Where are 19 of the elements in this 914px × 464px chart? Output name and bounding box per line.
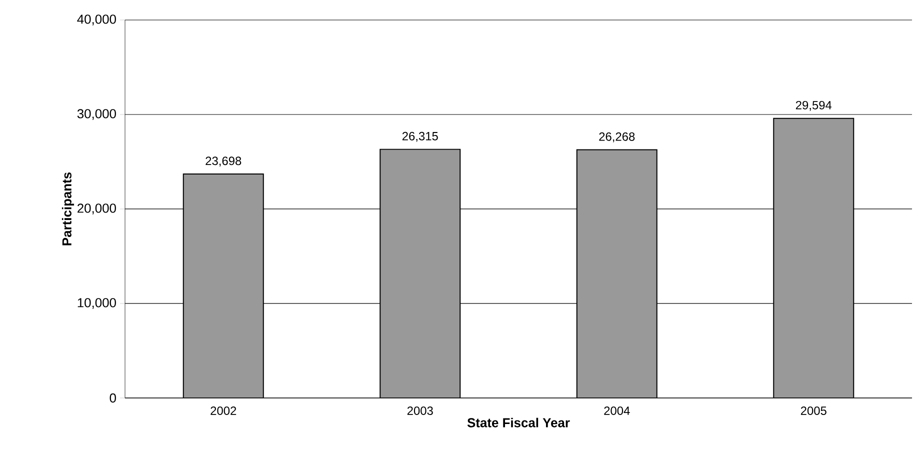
y-tick-label: 30,000 <box>77 109 116 120</box>
y-axis-title: Participants <box>62 172 74 246</box>
bar <box>773 118 854 398</box>
data-label: 26,315 <box>402 132 438 142</box>
x-tick-label: 2005 <box>800 406 826 415</box>
y-tick-label: 0 <box>110 393 116 403</box>
bar <box>576 149 658 398</box>
y-tick-label: 40,000 <box>77 14 116 26</box>
bar <box>182 174 264 398</box>
bar <box>380 148 461 398</box>
x-tick-label: 2002 <box>210 406 236 415</box>
x-tick-label: 2003 <box>407 406 433 415</box>
y-tick-label: 10,000 <box>78 298 116 309</box>
data-label: 29,594 <box>796 100 832 111</box>
data-label: 26,268 <box>599 132 635 142</box>
data-label: 23,698 <box>206 156 242 167</box>
x-axis-title: State Fiscal Year <box>467 418 570 428</box>
x-tick-label: 2004 <box>604 406 630 415</box>
y-tick-label: 20,000 <box>78 204 116 214</box>
